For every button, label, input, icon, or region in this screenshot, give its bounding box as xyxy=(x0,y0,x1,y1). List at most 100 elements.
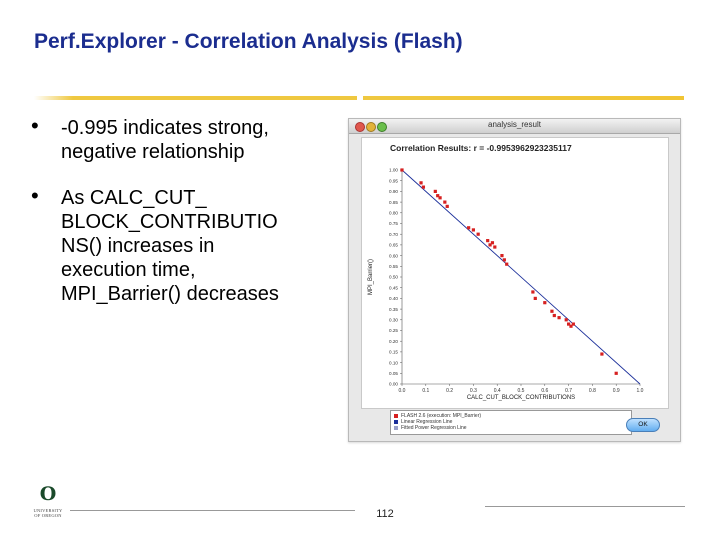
x-tick-label: 0.1 xyxy=(422,388,429,394)
close-icon[interactable] xyxy=(355,122,365,132)
legend-swatch xyxy=(394,413,398,418)
data-point xyxy=(467,226,471,230)
data-point xyxy=(600,352,604,356)
x-tick-label: 0.2 xyxy=(446,388,453,394)
legend-item: Fitted Power Regression Line xyxy=(394,425,467,431)
y-tick-label: 0.60 xyxy=(389,253,398,258)
y-tick-label: 0.20 xyxy=(389,339,398,344)
x-tick-label: 0.9 xyxy=(613,388,620,394)
y-tick-label: 0.30 xyxy=(389,318,398,323)
data-point xyxy=(419,181,423,185)
data-point xyxy=(500,254,504,258)
ok-button[interactable]: OK xyxy=(626,418,660,432)
bullet-dot-icon: • xyxy=(31,183,39,208)
y-tick-label: 0.05 xyxy=(389,371,398,376)
data-point xyxy=(531,290,535,294)
x-tick-label: 1.0 xyxy=(637,388,644,394)
window-titlebar[interactable]: analysis_result xyxy=(349,119,680,134)
legend: FLASH 2.6 (execution: MPI_Barrier) Linea… xyxy=(390,410,632,435)
data-point xyxy=(438,196,442,200)
data-point xyxy=(488,243,492,247)
logo-o-icon: O xyxy=(39,483,57,505)
y-tick-label: 0.90 xyxy=(389,189,398,194)
y-tick-label: 0.00 xyxy=(389,382,398,387)
x-tick-label: 0.6 xyxy=(541,388,548,394)
y-tick-label: 0.55 xyxy=(389,264,398,269)
page-number: 112 xyxy=(376,508,394,520)
y-tick-label: 0.80 xyxy=(389,211,398,216)
plot-title: Correlation Results: r = -0.995396292323… xyxy=(390,143,572,153)
slide-title: Perf.Explorer - Correlation Analysis (Fl… xyxy=(34,30,463,53)
footer-rule xyxy=(70,510,355,511)
data-point xyxy=(476,232,480,236)
x-tick-label: 0.7 xyxy=(565,388,572,394)
title-rule-gap xyxy=(357,96,363,100)
data-point xyxy=(550,309,554,313)
plot-panel: Correlation Results: r = -0.995396292323… xyxy=(361,137,669,435)
x-tick-label: 0.5 xyxy=(518,388,525,394)
data-point xyxy=(552,313,556,318)
y-tick-label: 0.15 xyxy=(389,350,398,355)
data-point xyxy=(569,324,573,328)
y-tick-label: 0.10 xyxy=(389,360,398,365)
window-title: analysis_result xyxy=(488,120,541,129)
scatter-plot: 0.0 0.1 0.2 0.3 0.4 0.5 0.6 0.7 0.8 0.9 1.0 0.00 0.0… xyxy=(368,168,644,401)
data-point xyxy=(564,318,568,322)
legend-item: FLASH 2.6 (execution: MPI_Barrier) xyxy=(394,413,481,419)
x-tick-label: 0.0 xyxy=(399,388,406,394)
legend-label: FLASH 2.6 (execution: MPI_Barrier) xyxy=(401,413,482,419)
data-point xyxy=(533,296,537,300)
y-tick-label: 1.00 xyxy=(389,168,398,173)
y-tick-label: 0.85 xyxy=(389,200,398,205)
bullet-text: As CALC_CUT_ BLOCK_CONTRIBUTIO NS() incr… xyxy=(61,187,279,305)
y-tick-label: 0.70 xyxy=(389,232,398,237)
bullet-text: -0.995 indicates strong, negative relati… xyxy=(61,117,269,163)
legend-swatch xyxy=(394,425,398,430)
x-tick-label: 0.8 xyxy=(589,388,596,394)
legend-label: Fitted Power Regression Line xyxy=(401,425,467,431)
y-tick-label: 0.45 xyxy=(389,285,398,290)
bullet-list: • -0.995 indicates strong, negative rela… xyxy=(28,113,328,328)
x-axis-label: CALC_CUT_BLOCK_CONTRIBUTIONS xyxy=(467,395,575,401)
data-point xyxy=(433,189,437,193)
x-tick-label: 0.3 xyxy=(470,388,477,394)
logo-text: UNIVERSITY OF OREGON xyxy=(33,508,63,518)
maximize-icon[interactable] xyxy=(377,122,387,132)
legend-item: Linear Regression Line xyxy=(394,419,452,425)
university-logo: O UNIVERSITY OF OREGON xyxy=(30,484,66,524)
data-point xyxy=(614,371,618,375)
data-point xyxy=(421,185,426,189)
data-point xyxy=(502,258,506,262)
legend-swatch xyxy=(394,419,398,424)
bullet-item: • -0.995 indicates strong, negative rela… xyxy=(28,113,328,164)
data-point xyxy=(571,322,575,326)
data-point xyxy=(445,204,449,208)
data-point xyxy=(493,245,497,249)
x-tick-label: 0.4 xyxy=(494,388,501,394)
legend-label: Linear Regression Line xyxy=(401,419,453,425)
footer-rule xyxy=(485,506,685,507)
data-point xyxy=(436,194,440,198)
data-point xyxy=(443,200,447,204)
data-point xyxy=(400,168,404,172)
data-point xyxy=(486,239,490,243)
regression-line xyxy=(401,169,641,385)
data-point xyxy=(471,228,475,232)
y-tick-label: 0.95 xyxy=(389,178,398,183)
y-tick-label: 0.50 xyxy=(389,275,398,280)
bullet-item: • As CALC_CUT_ BLOCK_CONTRIBUTIO NS() in… xyxy=(28,183,328,306)
y-tick-label: 0.25 xyxy=(389,328,398,333)
y-tick-label: 0.75 xyxy=(389,221,398,226)
data-point xyxy=(567,322,571,326)
y-axis-label: MPI_Barrier() xyxy=(368,259,374,295)
data-point xyxy=(505,262,509,266)
y-tick-label: 0.65 xyxy=(389,243,398,248)
y-tick-label: 0.35 xyxy=(389,307,398,312)
minimize-icon[interactable] xyxy=(366,122,376,132)
data-point xyxy=(490,241,495,245)
data-point xyxy=(543,301,547,305)
bullet-dot-icon: • xyxy=(31,113,39,138)
y-tick-label: 0.40 xyxy=(389,296,398,301)
data-point xyxy=(557,316,561,320)
analysis-result-window: analysis_result Correlation Results: r =… xyxy=(348,118,681,442)
